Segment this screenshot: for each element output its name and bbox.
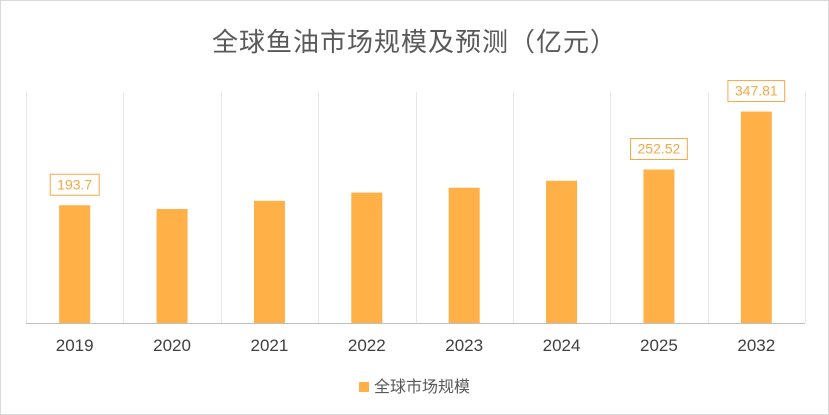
x-tick-label: 2022 bbox=[348, 336, 386, 355]
x-tick-label: 2024 bbox=[543, 336, 581, 355]
legend-swatch bbox=[358, 382, 369, 392]
bar bbox=[546, 180, 578, 323]
data-label-box bbox=[727, 80, 786, 103]
legend-label: 全球市场规模 bbox=[373, 377, 470, 396]
chart-title: 全球鱼油市场规模及预测（亿元） bbox=[211, 28, 617, 58]
x-tick-label: 2020 bbox=[153, 336, 191, 355]
bar bbox=[740, 111, 772, 323]
bar bbox=[643, 169, 675, 323]
data-label-box bbox=[49, 173, 100, 196]
bar bbox=[351, 192, 383, 323]
bar bbox=[156, 209, 188, 323]
data-label-box bbox=[630, 137, 688, 160]
data-label: 347.81 bbox=[735, 83, 778, 99]
data-label: 252.52 bbox=[638, 140, 681, 156]
x-tick-label: 2032 bbox=[737, 336, 775, 355]
x-tick-label: 2019 bbox=[56, 336, 94, 355]
x-tick-label: 2023 bbox=[445, 336, 483, 355]
data-label: 193.7 bbox=[57, 176, 92, 192]
bar bbox=[253, 200, 285, 323]
bar bbox=[448, 187, 480, 323]
x-tick-label: 2025 bbox=[640, 336, 678, 355]
legend: 全球市场规模 bbox=[0, 373, 829, 397]
x-tick-label: 2021 bbox=[251, 336, 289, 355]
bar bbox=[59, 205, 91, 323]
